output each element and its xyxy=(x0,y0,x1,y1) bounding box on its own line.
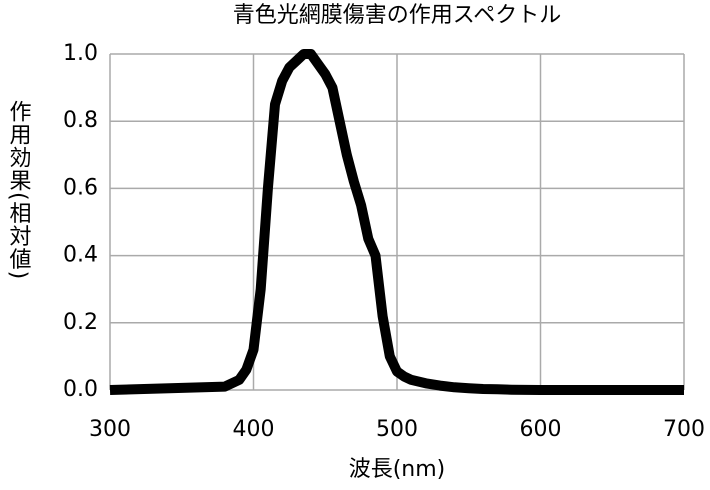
x-axis-label: 波長(nm) xyxy=(349,457,446,482)
y-tick-label: 0.2 xyxy=(63,310,98,335)
x-tick-label: 400 xyxy=(233,417,275,442)
y-axis-label: 作用効果(相対値) xyxy=(6,100,32,280)
y-tick-label: 0.4 xyxy=(63,243,98,268)
x-tick-label: 300 xyxy=(89,417,131,442)
x-tick-label: 500 xyxy=(376,417,418,442)
x-tick-label: 600 xyxy=(520,417,562,442)
data-line xyxy=(109,49,684,395)
chart-title: 青色光網膜傷害の作用スペクトル xyxy=(233,3,561,28)
x-tick-label: 700 xyxy=(663,417,705,442)
y-tick-label: 1.0 xyxy=(63,41,98,66)
y-tick-label: 0.8 xyxy=(63,108,98,133)
y-tick-label: 0.0 xyxy=(63,377,98,402)
y-tick-label: 0.6 xyxy=(63,175,98,200)
